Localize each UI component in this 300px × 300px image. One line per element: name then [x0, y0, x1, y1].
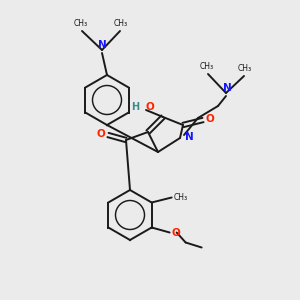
Text: N: N — [98, 40, 106, 50]
Text: CH₃: CH₃ — [114, 19, 128, 28]
Text: H: H — [131, 102, 139, 112]
Text: O: O — [145, 102, 154, 112]
Text: O: O — [172, 227, 180, 238]
Text: CH₃: CH₃ — [200, 62, 214, 71]
Text: O: O — [96, 129, 105, 139]
Text: CH₃: CH₃ — [74, 19, 88, 28]
Text: N: N — [223, 83, 231, 93]
Text: O: O — [205, 114, 214, 124]
Text: CH₃: CH₃ — [238, 64, 252, 73]
Text: N: N — [185, 132, 194, 142]
Text: CH₃: CH₃ — [174, 193, 188, 202]
